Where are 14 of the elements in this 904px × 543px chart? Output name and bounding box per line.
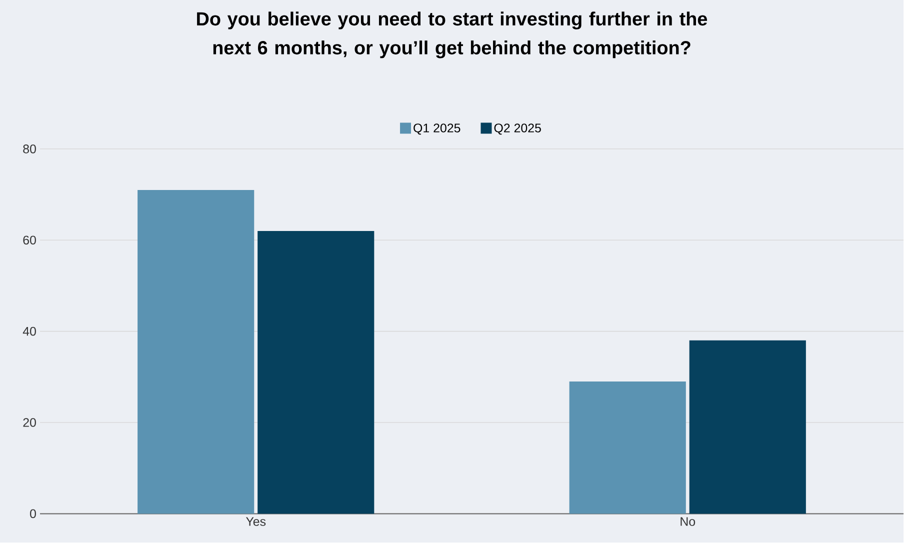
x-tick-label: No [680,517,696,526]
bar [258,231,374,514]
chart-title: Do you believe you need to start investing further in the next 6 months, or you’ll get behind the competition? [197,12,708,58]
legend-label: Q1 2025 [414,124,460,135]
y-tick-label: 20 [23,418,36,428]
y-tick-label: 0 [30,509,36,518]
bar [689,340,806,514]
y-tick-label: 80 [23,144,36,154]
legend-label: Q2 2025 [494,124,541,135]
y-tick-label: 40 [22,327,36,336]
bar [569,382,686,514]
x-tick-label: Yes [246,517,266,526]
y-tick-label: 60 [23,236,36,245]
bar [138,190,254,514]
